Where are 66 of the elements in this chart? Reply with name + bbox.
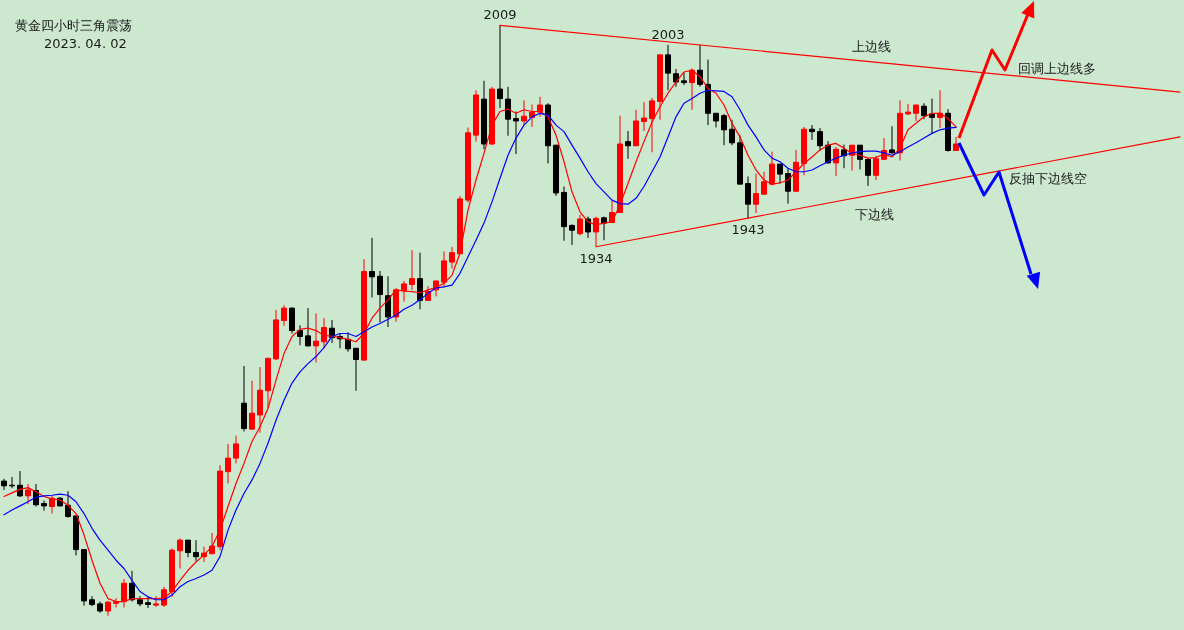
candlestick [353,347,359,392]
candlestick [873,155,879,181]
candlestick [209,532,215,555]
candlestick [497,24,503,109]
candlestick [25,483,31,505]
candlestick [905,103,911,116]
candlestick [761,171,767,196]
candlestick [417,252,423,310]
candlestick [193,539,199,562]
candlestick [233,435,239,464]
candlestick [753,173,759,214]
candlestick [681,72,687,86]
candlestick [297,324,303,346]
candlestick [369,237,375,298]
candlestick [401,280,407,303]
candlestick [377,270,383,323]
candlestick [745,175,751,219]
candlestick [305,307,311,347]
candlestick [665,44,671,91]
candlestick [721,113,727,146]
annotation: 1943 [731,222,765,238]
candlestick [145,596,151,609]
candlestick [505,86,511,137]
candlestick [41,500,47,512]
candlestick [17,470,23,498]
candlestick [1,478,7,491]
candlestick [65,490,71,519]
candlestick [777,163,783,185]
candlestick [817,127,823,152]
candlestick [809,124,815,141]
candlestick [385,275,391,328]
candlestick [177,537,183,569]
candlestick [281,304,287,327]
candlestick [449,246,455,270]
candlestick [865,158,871,187]
candlestick [513,111,519,155]
candlestick [521,99,527,126]
candlestick [441,250,447,288]
annotation: 反抽下边线空 [1009,170,1087,188]
annotation: 下边线 [855,206,894,224]
candlestick [569,223,575,246]
candlestick [249,380,255,430]
candlestick [313,312,319,363]
candlestick [289,307,295,335]
candlestick [825,140,831,164]
annotation: 2003 [651,26,685,42]
candlestick [833,146,839,177]
candlestick [649,97,655,153]
text: 2023. 04. 02 [44,36,127,51]
candlestick [889,125,895,154]
annotation: 回调上边线多 [1018,60,1096,78]
candlestick [769,151,775,186]
candlestick [225,443,231,484]
annotation: 2009 [483,7,517,23]
candlestick [641,101,647,132]
annotation: 1934 [579,250,613,266]
candlestick [729,119,735,146]
candlestick [409,249,415,291]
candlestick [345,331,351,353]
chart-title: 黄金四小时三角震荡 [15,17,132,35]
candlestick [785,167,791,205]
candlestick [321,317,327,349]
candlestick [577,214,583,236]
candlestick [537,96,543,118]
candlestick [625,130,631,160]
annotation: 上边线 [852,38,891,56]
